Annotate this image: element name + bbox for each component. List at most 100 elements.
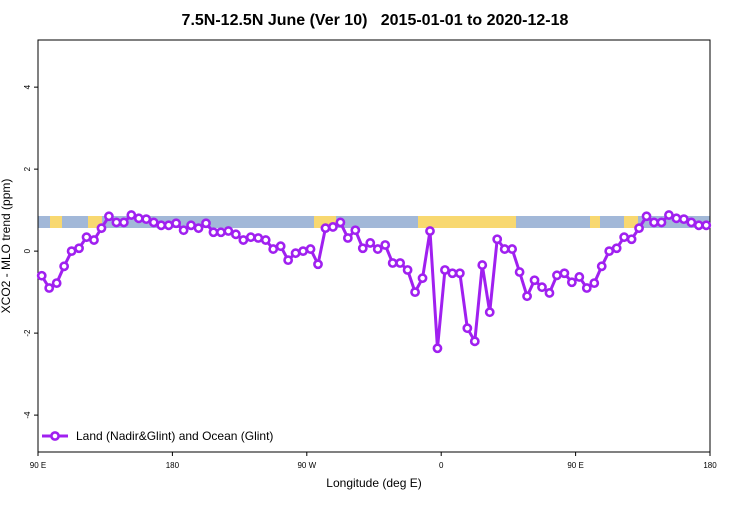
data-point [208,227,219,238]
data-point [238,235,249,245]
data-point [678,214,689,225]
data-point [372,244,383,254]
data-point [574,272,585,282]
legend-marker [50,431,60,441]
x-axis-label: Longitude (deg E) [326,476,421,490]
data-point [410,287,420,298]
data-point [641,211,652,222]
data-point [148,217,159,228]
x-tick-label: 90 E [30,461,46,470]
data-point [492,234,503,245]
x-tick-label: 90 E [567,461,583,470]
data-point [335,217,346,228]
data-point [693,220,704,231]
y-tick-label: -4 [23,411,32,419]
data-point [611,243,622,254]
data-point [619,232,630,243]
x-tick-label: 0 [439,461,444,470]
land-patch [418,216,516,228]
data-point [81,232,92,243]
series-line [40,213,707,350]
data-point [171,218,182,229]
data-point [290,248,301,259]
data-point [447,268,458,279]
data-point [552,270,562,281]
data-point [104,211,114,222]
data-point [656,217,667,228]
data-point [201,218,211,229]
data-point [118,217,129,228]
data-point [701,220,712,231]
data-point [126,210,137,220]
data-point [66,246,77,257]
data-point [320,223,331,234]
data-point [253,233,264,243]
data-point [313,259,323,270]
data-point [387,258,398,268]
data-point [671,213,682,224]
y-tick-label: 0 [23,248,32,253]
data-point [260,235,271,245]
y-tick-label: 2 [23,166,32,171]
data-point [507,244,518,254]
data-point [425,226,435,236]
data-point [522,291,532,302]
data-point [484,307,495,318]
data-point [74,243,84,254]
data-point [469,336,480,347]
data-point [44,283,55,293]
data-point [417,273,428,284]
x-tick-label: 180 [166,461,180,470]
data-point [649,217,659,228]
y-tick-label: -2 [23,329,32,337]
data-point [193,223,204,234]
y-axis-label: XCO2 - MLO trend (ppm) [0,179,13,314]
data-point [514,267,525,277]
data-point [223,226,234,236]
data-point [357,243,368,254]
data-point [686,217,697,228]
x-tick-label: 180 [703,461,717,470]
x-tick-label: 90 W [297,461,316,470]
data-point [477,260,488,270]
data-point [245,232,256,243]
data-point [380,240,391,250]
data-point [559,268,570,279]
plot-frame [37,39,711,453]
data-point [566,277,577,288]
data-point [581,283,592,293]
data-point [268,244,279,254]
data-point [342,233,353,243]
land-patch [50,216,62,228]
land-patch [624,216,638,228]
data-point [186,220,196,231]
data-point [626,234,637,245]
data-point [402,265,413,275]
data-point [664,210,674,220]
data-point [111,217,122,228]
data-point [499,244,510,254]
data-point [634,223,644,234]
data-point [133,213,144,224]
data-point [328,222,338,232]
data-point [283,255,294,266]
data-point [440,265,450,275]
data-point [178,225,189,236]
chart-title: 7.5N-12.5N June (Ver 10) 2015-01-01 to 2… [182,12,569,29]
data-point [544,288,555,298]
y-tick-label: 4 [23,84,32,89]
data-point [462,323,473,334]
data-point [604,246,615,257]
data-point [51,278,62,289]
data-point [141,214,152,225]
data-point [350,225,361,236]
data-point [305,244,316,254]
data-point [163,220,174,231]
data-point [596,261,607,272]
data-point [59,261,70,272]
data-point [96,223,107,234]
data-point [275,241,286,252]
data-point [529,275,540,286]
data-point [432,343,443,354]
